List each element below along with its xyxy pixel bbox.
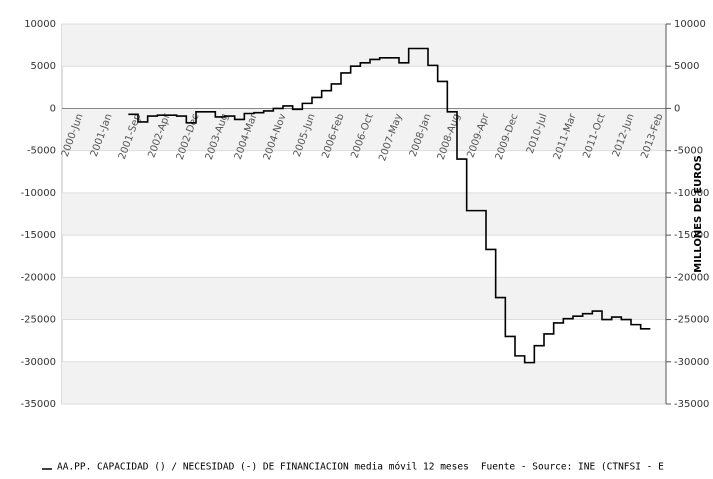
y2-tick-label: -30000 bbox=[674, 357, 709, 368]
y-tick-label: -30000 bbox=[21, 357, 56, 368]
source-note: Fuente - Source: INE (CTNFSI - E bbox=[481, 462, 664, 473]
grid-band bbox=[62, 277, 666, 320]
y2-tick-label: 0 bbox=[674, 103, 680, 114]
y2-tick-label: -35000 bbox=[674, 399, 709, 410]
y2-tick-label: -10000 bbox=[674, 188, 709, 199]
grid-band bbox=[62, 361, 666, 404]
y2-tick-label: -25000 bbox=[674, 315, 709, 326]
y-tick-label: -25000 bbox=[21, 315, 56, 326]
y2-tick-label: 10000 bbox=[674, 19, 706, 30]
y-axis-label: MILLONES DE EUROS bbox=[693, 155, 704, 272]
data-line bbox=[128, 47, 651, 364]
plot: -35000 -35000 -30000 -30000 -25000 -25000 -200… bbox=[21, 19, 710, 473]
y-tick-label: -10000 bbox=[21, 188, 56, 199]
y-tick-label: -35000 bbox=[21, 399, 56, 410]
grid-band bbox=[62, 24, 666, 67]
y-tick-label: 0 bbox=[50, 103, 56, 114]
y2-tick-label: -15000 bbox=[674, 230, 709, 241]
grid-band bbox=[62, 192, 666, 236]
y-tick-label: 5000 bbox=[31, 61, 56, 72]
y-tick-label: 10000 bbox=[24, 19, 56, 30]
legend-label: AA.PP. CAPACIDAD () / NECESIDAD (-) DE F… bbox=[57, 462, 469, 473]
y2-tick-label: -5000 bbox=[674, 146, 703, 157]
y2-tick-label: -20000 bbox=[674, 272, 709, 283]
y-tick-label: -5000 bbox=[27, 146, 56, 157]
y-tick-label: -20000 bbox=[21, 272, 56, 283]
y-tick-label: -15000 bbox=[21, 230, 56, 241]
y2-tick-label: 5000 bbox=[674, 61, 699, 72]
